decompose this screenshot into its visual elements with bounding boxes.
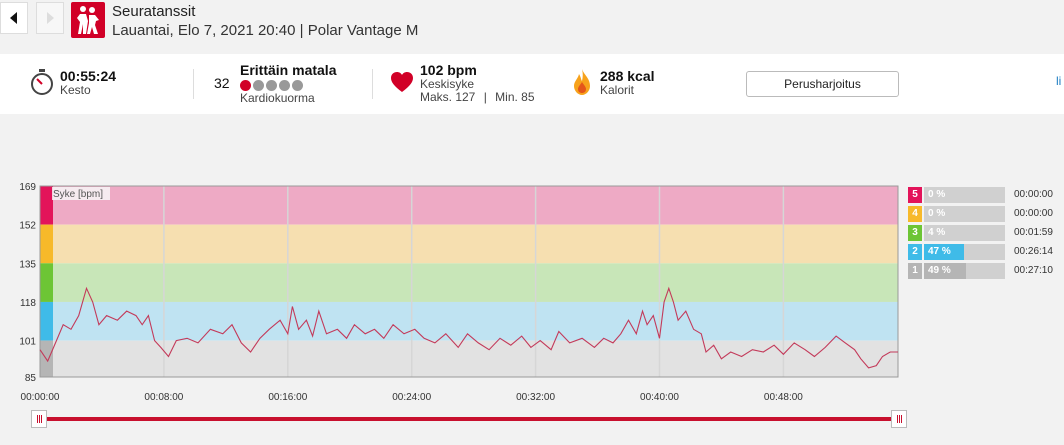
cardio-load-dots <box>240 78 305 96</box>
average-hr-value: 102 bpm <box>420 62 477 78</box>
zone-row-2: 2 47 % 00:26:14 <box>908 243 1064 261</box>
zone-bar-track <box>924 225 1005 241</box>
y-tick-label: 85 <box>25 373 37 384</box>
y-tick-label: 118 <box>20 298 36 309</box>
stopwatch-icon <box>31 69 53 95</box>
zone-bar-track <box>924 206 1005 222</box>
zone-band-5 <box>40 186 898 225</box>
flame-icon <box>574 69 590 95</box>
y-tick-label: 169 <box>19 182 36 193</box>
zone-row-1: 1 49 % 00:27:10 <box>908 262 1064 280</box>
cardio-load-title: Erittäin matala <box>240 62 337 78</box>
x-tick-label: 00:00:00 <box>21 392 60 403</box>
heart-rate-line <box>39 286 898 369</box>
load-dot <box>253 80 264 91</box>
load-dot <box>279 80 290 91</box>
heart-icon <box>391 72 413 92</box>
zone-number: 2 <box>908 244 922 260</box>
zone-percent: 0 % <box>928 208 946 219</box>
chevron-right-icon <box>47 12 54 24</box>
series-label-bg <box>52 187 110 200</box>
truncated-link[interactable]: li <box>1056 74 1062 88</box>
zone-number: 5 <box>908 187 922 203</box>
zone-time: 00:27:10 <box>1014 265 1053 276</box>
zone-strip-2 <box>40 301 53 341</box>
cardio-load-value: 32 <box>214 75 230 91</box>
zone-row-5: 5 0 % 00:00:00 <box>908 186 1064 204</box>
zone-number: 4 <box>908 206 922 222</box>
zone-number: 1 <box>908 263 922 279</box>
zone-time: 00:00:00 <box>1014 189 1053 200</box>
load-dot <box>266 80 277 91</box>
calories-value: 288 kcal <box>600 68 655 84</box>
heart-rate-chart[interactable]: 169 152 135 118 101 85 00:00:00 00:08:00 00:16:0… <box>0 175 905 410</box>
duration-label: Kesto <box>60 83 91 97</box>
zone-strip-5 <box>40 186 53 225</box>
session-subtitle: Lauantai, Elo 7, 2021 20:40 | Polar Vant… <box>112 22 419 39</box>
zone-number: 3 <box>908 225 922 241</box>
hr-max-min: Maks. 127 | Min. 85 <box>420 90 535 104</box>
chevron-left-icon <box>10 12 17 24</box>
divider <box>372 69 373 99</box>
zone-percent: 47 % <box>924 244 964 260</box>
x-tick-label: 00:48:00 <box>764 392 803 403</box>
plot-frame <box>39 185 899 378</box>
summary-bar: 00:55:24 Kesto 32 Erittäin matala Kardio… <box>0 54 1064 114</box>
hr-separator: | <box>483 90 487 104</box>
series-label: Syke [bpm] <box>53 189 103 200</box>
zone-time: 00:00:00 <box>1014 208 1053 219</box>
zone-strip-3 <box>40 263 53 302</box>
next-session-button[interactable] <box>36 2 64 34</box>
x-tick-label: 00:08:00 <box>144 392 183 403</box>
zone-strip-4 <box>40 224 53 264</box>
zone-bar-track <box>924 187 1005 203</box>
dancing-couple-icon <box>77 6 99 34</box>
activity-icon <box>71 2 105 38</box>
x-tick-label: 00:16:00 <box>268 392 307 403</box>
zone-percent: 49 % <box>924 263 966 279</box>
zone-time: 00:26:14 <box>1014 246 1053 257</box>
divider <box>193 69 194 99</box>
duration-value: 00:55:24 <box>60 68 117 84</box>
x-tick-label: 00:32:00 <box>516 392 555 403</box>
range-end-handle[interactable] <box>891 410 907 428</box>
load-dot <box>240 80 251 91</box>
zone-percent: 0 % <box>928 189 946 200</box>
calories-label: Kalorit <box>600 83 635 97</box>
zone-band-3 <box>40 263 898 302</box>
training-benefit-button[interactable]: Perusharjoitus <box>746 71 899 97</box>
zone-band-4 <box>40 224 898 264</box>
y-tick-label: 152 <box>19 221 36 232</box>
zone-row-3: 3 4 % 00:01:59 <box>908 224 1064 242</box>
zone-band-1 <box>40 340 898 377</box>
x-tick-label: 00:24:00 <box>392 392 431 403</box>
zone-time: 00:01:59 <box>1014 227 1053 238</box>
load-dot <box>292 80 303 91</box>
zone-row-4: 4 0 % 00:00:00 <box>908 205 1064 223</box>
max-hr: Maks. 127 <box>420 90 476 104</box>
range-start-handle[interactable] <box>31 410 47 428</box>
range-slider-track[interactable] <box>40 417 900 421</box>
session-title: Seuratanssit <box>112 3 196 20</box>
min-hr: Min. 85 <box>495 90 535 104</box>
zone-band-2 <box>40 301 898 341</box>
y-tick-label: 101 <box>19 337 36 348</box>
x-tick-label: 00:40:00 <box>640 392 679 403</box>
zone-percent: 4 % <box>928 227 946 238</box>
previous-session-button[interactable] <box>0 2 28 34</box>
average-hr-label: Keskisyke <box>420 77 475 91</box>
cardio-load-label: Kardiokuorma <box>240 91 315 105</box>
session-header: Seuratanssit Lauantai, Elo 7, 2021 20:40… <box>0 0 1064 54</box>
y-tick-label: 135 <box>19 259 36 270</box>
